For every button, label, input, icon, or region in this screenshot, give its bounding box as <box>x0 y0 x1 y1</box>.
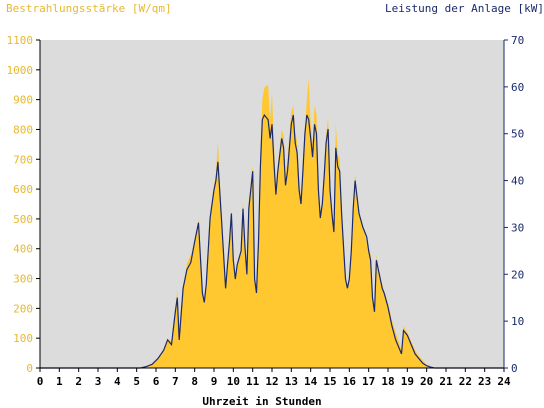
left-y-axis: 0 100 200 300 400 500 600 700 800 900 1000 1100 <box>7 34 41 375</box>
left-y-tick-label: 400 <box>13 243 33 256</box>
right-y-axis: 0 10 20 30 40 50 60 70 <box>503 34 524 375</box>
x-tick-label: 11 <box>246 375 260 388</box>
x-tick-label: 10 <box>227 375 240 388</box>
x-tick-label: 9 <box>211 375 218 388</box>
right-y-tick-label: 50 <box>511 128 524 141</box>
left-y-tick-label: 0 <box>26 362 33 375</box>
right-y-tick-label: 10 <box>511 315 524 328</box>
x-tick-label: 16 <box>343 375 357 388</box>
x-tick-label: 13 <box>285 375 298 388</box>
left-y-tick-label: 900 <box>13 94 33 107</box>
x-tick-label: 0 <box>37 375 44 388</box>
right-y-tick-label: 60 <box>511 81 524 94</box>
x-tick-label: 7 <box>172 375 179 388</box>
irradiance-area <box>40 78 504 369</box>
left-y-tick-label: 300 <box>13 273 33 286</box>
irradiance-area-layer <box>40 78 504 369</box>
x-tick-label: 17 <box>362 375 375 388</box>
x-tick-label: 20 <box>420 375 433 388</box>
left-y-tick-label: 500 <box>13 213 33 226</box>
x-axis-title: Uhrzeit in Stunden <box>202 395 321 408</box>
x-tick-label: 12 <box>265 375 278 388</box>
x-tick-label: 6 <box>153 375 160 388</box>
right-y-tick-label: 70 <box>511 34 524 47</box>
right-y-tick-label: 0 <box>511 362 518 375</box>
x-tick-label: 18 <box>381 375 394 388</box>
left-y-tick-label: 1000 <box>7 64 34 77</box>
x-tick-label: 15 <box>323 375 336 388</box>
right-axis-title: Leistung der Anlage [kW] <box>385 2 544 15</box>
x-tick-label: 24 <box>497 375 511 388</box>
x-tick-label: 14 <box>304 375 318 388</box>
left-y-tick-label: 100 <box>13 332 33 345</box>
right-y-tick-label: 20 <box>511 268 524 281</box>
x-tick-label: 3 <box>95 375 102 388</box>
left-y-tick-label: 800 <box>13 123 33 136</box>
x-tick-label: 19 <box>401 375 414 388</box>
x-tick-label: 22 <box>459 375 472 388</box>
x-tick-label: 4 <box>114 375 121 388</box>
x-axis: 0 1 2 3 4 5 6 7 8 9 10 11 12 13 14 15 16 17 18 19 20 21 22 23 24 <box>37 367 511 388</box>
left-axis-title: Bestrahlungsstärke [W/qm] <box>6 2 172 15</box>
left-y-tick-label: 200 <box>13 302 33 315</box>
x-tick-label: 1 <box>56 375 63 388</box>
left-y-tick-label: 1100 <box>7 34 34 47</box>
power-line-layer <box>40 113 504 369</box>
x-tick-label: 5 <box>133 375 140 388</box>
power-line <box>40 113 504 369</box>
right-y-tick-label: 30 <box>511 221 524 234</box>
x-tick-label: 8 <box>191 375 198 388</box>
x-tick-label: 2 <box>75 375 82 388</box>
x-tick-label: 23 <box>478 375 491 388</box>
left-y-tick-label: 700 <box>13 153 33 166</box>
x-tick-label: 21 <box>439 375 453 388</box>
left-y-tick-label: 600 <box>13 183 33 196</box>
right-y-tick-label: 40 <box>511 175 524 188</box>
